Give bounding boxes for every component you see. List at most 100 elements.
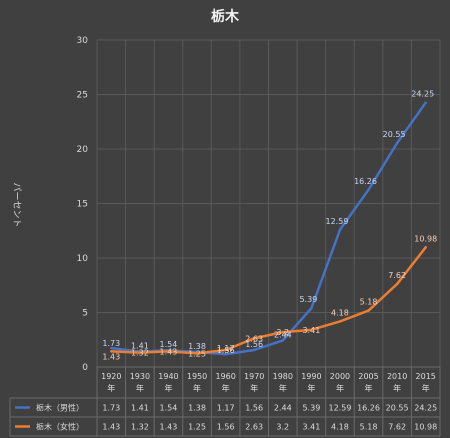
- data-labels: 1.73 1.41 1.54 1.38 1.17 1.562.445.3912.5916.…: [102, 90, 437, 362]
- table-cell: 4.18: [331, 423, 349, 432]
- y-tick-label: 30: [77, 36, 89, 46]
- x-tick-suffix: 年: [107, 383, 115, 393]
- data-point: [224, 353, 227, 356]
- gridlines: [96, 39, 441, 368]
- x-tick-label: 1930: [130, 372, 150, 381]
- table-cell: 5.39: [302, 404, 320, 413]
- table-cell: 20.55: [386, 404, 409, 413]
- data-label: 1.54: [160, 340, 178, 349]
- x-tick-label: 2015: [416, 372, 436, 381]
- y-tick-label: 10: [77, 254, 89, 264]
- data-point: [310, 307, 313, 310]
- table-cell: 5.18: [360, 423, 378, 432]
- x-tick-label: 1970: [244, 372, 264, 381]
- data-point: [310, 328, 313, 332]
- x-tick-label: 1950: [187, 372, 207, 381]
- data-label: 20.55: [383, 130, 406, 139]
- data-point: [395, 141, 399, 145]
- x-tick-suffix: 年: [136, 383, 144, 393]
- data-label: 5.18: [360, 298, 378, 307]
- x-tick-suffix: 年: [279, 383, 287, 393]
- x-tick-suffix: 年: [250, 383, 258, 393]
- data-point: [338, 320, 342, 323]
- x-tick-label: 2000: [330, 372, 350, 381]
- data-label: 5.39: [299, 295, 317, 304]
- x-tick-suffix: 年: [193, 383, 201, 393]
- table-cell: 2.44: [274, 404, 292, 413]
- x-tick-label: 1940: [158, 372, 178, 381]
- data-label: 2.63: [245, 334, 263, 343]
- data-point: [138, 351, 142, 354]
- data-label: 4.18: [331, 308, 349, 317]
- table-cell: 1.17: [217, 404, 235, 413]
- table-cell: 1.25: [188, 423, 206, 432]
- data-label: 24.25: [411, 90, 434, 99]
- data-point: [253, 337, 256, 340]
- data-point: [395, 282, 399, 286]
- x-tick-label: 1960: [215, 372, 235, 381]
- data-point: [424, 101, 427, 104]
- y-tick-label: 15: [77, 200, 88, 210]
- legend-entry: 栃木（男性）: [36, 403, 84, 413]
- data-point: [167, 350, 170, 353]
- data-label: 16.26: [354, 177, 377, 186]
- table-cell: 1.56: [217, 423, 235, 432]
- x-tick-suffix: 年: [422, 383, 430, 393]
- legend-entry: 栃木（女性）: [36, 422, 84, 432]
- table-cell: 24.25: [414, 404, 437, 413]
- table-cell: 1.73: [102, 404, 120, 413]
- data-label: 3.41: [302, 326, 320, 335]
- x-tick-label: 2010: [387, 372, 407, 381]
- data-point: [367, 188, 370, 191]
- y-axis-ticks: 0 5 10 15 20 25 30: [77, 36, 89, 373]
- data-label: 1.56: [245, 340, 263, 349]
- x-tick-suffix: 年: [336, 383, 344, 393]
- x-tick-label: 1990: [301, 372, 321, 381]
- table-cell: 2.63: [245, 423, 263, 432]
- data-label: 1.32: [131, 349, 149, 358]
- x-tick-suffix: 年: [393, 383, 401, 393]
- x-tick-suffix: 年: [164, 383, 172, 393]
- data-label: 10.98: [414, 234, 437, 243]
- data-label: 1.25: [188, 349, 206, 358]
- table-cell: 3.41: [302, 423, 320, 432]
- table-cell: 1.41: [131, 404, 149, 413]
- chart-title: 栃木: [211, 8, 240, 25]
- x-tick-label: 2005: [358, 372, 378, 381]
- table-cell: 7.62: [388, 423, 406, 432]
- data-label: 1.43: [160, 347, 178, 356]
- y-tick-label: 20: [77, 145, 89, 155]
- series-line-female: [110, 246, 427, 355]
- y-tick-label: 5: [82, 309, 88, 319]
- table-cell: 1.38: [188, 404, 206, 413]
- series-lines: [110, 101, 427, 356]
- x-tick-suffix: 年: [365, 383, 373, 393]
- table-cell: 1.54: [160, 404, 178, 413]
- data-point: [224, 348, 227, 352]
- table-cell: 10.98: [414, 423, 437, 432]
- data-point: [281, 330, 284, 334]
- table-cell: 3.2: [276, 423, 289, 432]
- data-label: 12.59: [326, 217, 349, 226]
- data-table: 1920 年 1930 年 1940 年 1950 年 1960 年 1970 年 1980 年 1990 年…: [9, 366, 441, 437]
- data-point: [110, 350, 113, 353]
- table-cell: 1.32: [131, 423, 149, 432]
- table-cell: 1.56: [245, 404, 263, 413]
- table-cell: 1.43: [160, 423, 178, 432]
- data-label: 1.73: [102, 339, 120, 348]
- y-axis-label: パーセント: [11, 182, 22, 227]
- x-tick-suffix: 年: [222, 383, 230, 393]
- data-label: 1.56: [217, 346, 235, 355]
- y-tick-label: 25: [77, 91, 88, 101]
- y-tick-label: 0: [82, 363, 88, 373]
- data-label: 1.41: [131, 342, 149, 351]
- data-point: [424, 246, 427, 249]
- data-label: 7.62: [388, 271, 406, 280]
- data-label: 1.43: [102, 352, 120, 361]
- data-point: [338, 228, 342, 231]
- data-label: 1.38: [188, 342, 206, 351]
- data-point: [367, 309, 370, 312]
- x-tick-label: 1980: [273, 372, 293, 381]
